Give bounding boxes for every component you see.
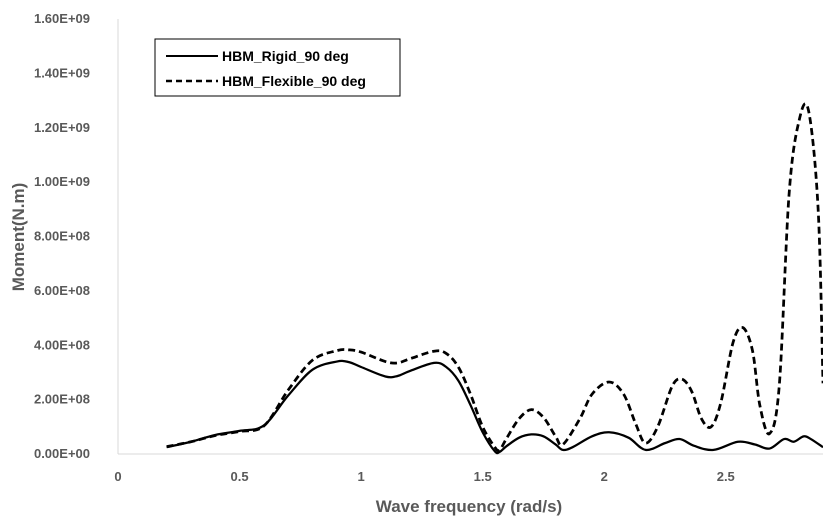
- legend-label-rigid: HBM_Rigid_90 deg: [222, 48, 349, 64]
- y-tick-label: 6.00E+08: [34, 283, 90, 298]
- y-tick-label: 4.00E+08: [34, 337, 90, 352]
- x-axis-tick-labels: 0 0.5 1 1.5 2 2.5: [114, 469, 734, 484]
- y-tick-label: 1.00E+09: [34, 174, 90, 189]
- x-axis-title: Wave frequency (rad/s): [376, 497, 562, 516]
- legend-box: [154, 38, 401, 97]
- y-tick-label: 1.40E+09: [34, 65, 90, 80]
- series-layer: [166, 102, 823, 455]
- y-tick-label: 8.00E+08: [34, 229, 90, 244]
- legend: HBM_Rigid_90 deg HBM_Flexible_90 deg: [154, 38, 401, 97]
- x-tick-label: 2.5: [717, 469, 735, 484]
- x-tick-label: 0: [114, 469, 121, 484]
- x-tick-label: 0.5: [231, 469, 249, 484]
- x-tick-label: 1: [357, 469, 364, 484]
- y-axis-tick-labels: 0.00E+00 2.00E+08 4.00E+08 6.00E+08 8.00E+08…: [34, 11, 90, 461]
- x-tick-label: 2: [601, 469, 608, 484]
- legend-label-flexible: HBM_Flexible_90 deg: [222, 73, 366, 89]
- series-line-rigid: [166, 359, 823, 455]
- y-tick-label: 0.00E+00: [34, 446, 90, 461]
- x-tick-label: 1.5: [474, 469, 492, 484]
- y-tick-label: 2.00E+08: [34, 392, 90, 407]
- y-tick-label: 1.60E+09: [34, 11, 90, 26]
- series-line-flexible: [166, 102, 823, 453]
- y-tick-label: 1.20E+09: [34, 120, 90, 135]
- y-axis-title: Moment(N.m): [9, 183, 28, 292]
